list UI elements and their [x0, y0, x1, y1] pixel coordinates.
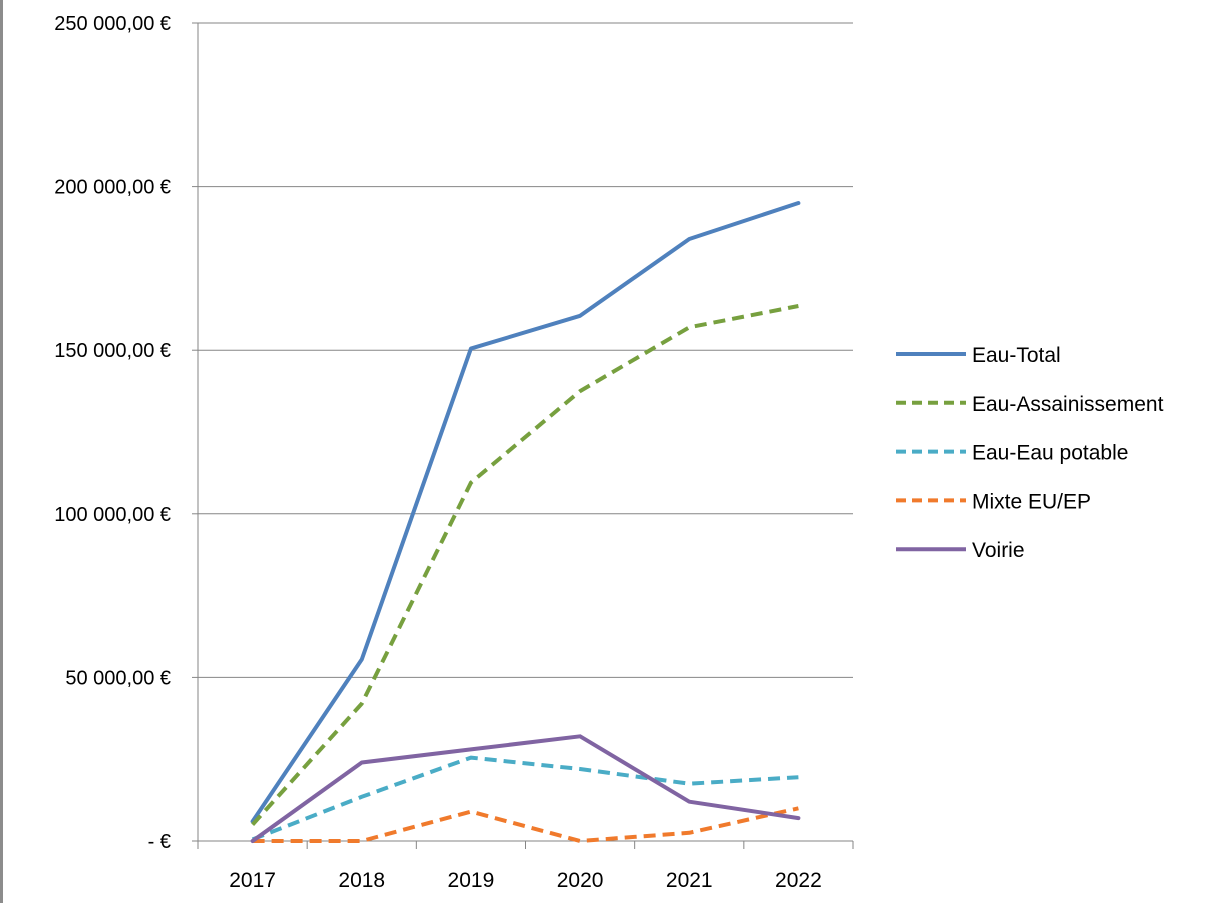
x-tick-label: 2021 — [666, 869, 713, 892]
line-chart: - € 50 000,00 € 100 000,00 € 150 000,00 € 20… — [3, 0, 1208, 903]
x-axis-tick-labels: 2017 2018 2019 2020 2021 2022 — [229, 869, 822, 892]
y-axis-tick-labels: - € 50 000,00 € 100 000,00 € 150 000,00 € 20… — [54, 13, 171, 853]
series-line-voirie — [253, 736, 799, 841]
x-tick-label: 2019 — [448, 869, 495, 892]
legend-label: Mixte EU/EP — [972, 490, 1091, 513]
legend-label: Eau-Eau potable — [972, 442, 1128, 465]
y-tick-label: 150 000,00 € — [54, 340, 171, 362]
y-tick-label: 200 000,00 € — [54, 177, 171, 199]
x-tick-label: 2022 — [775, 869, 822, 892]
x-tick-label: 2017 — [229, 869, 276, 892]
series-lines — [252, 203, 798, 841]
y-tick-label: - € — [148, 831, 171, 853]
series-line-eau-eau-potable — [253, 758, 799, 840]
y-tick-label: 100 000,00 € — [54, 504, 171, 526]
y-tick-label: 250 000,00 € — [54, 13, 171, 35]
series-line-eau-total — [253, 203, 799, 821]
legend-label: Eau-Total — [972, 344, 1061, 367]
legend-label: Eau-Assainissement — [972, 393, 1164, 416]
y-tick-label: 50 000,00 € — [65, 667, 171, 689]
series-line-eau-assainissement — [253, 306, 799, 825]
x-tick-label: 2018 — [338, 869, 385, 892]
legend: Eau-Total Eau-Assainissement Eau-Eau potab… — [896, 344, 1164, 562]
series-line-mixte-eu-ep — [253, 808, 799, 841]
gridlines — [198, 23, 853, 677]
x-tick-label: 2020 — [557, 869, 604, 892]
axes — [192, 23, 853, 849]
legend-label: Voirie — [972, 539, 1025, 562]
